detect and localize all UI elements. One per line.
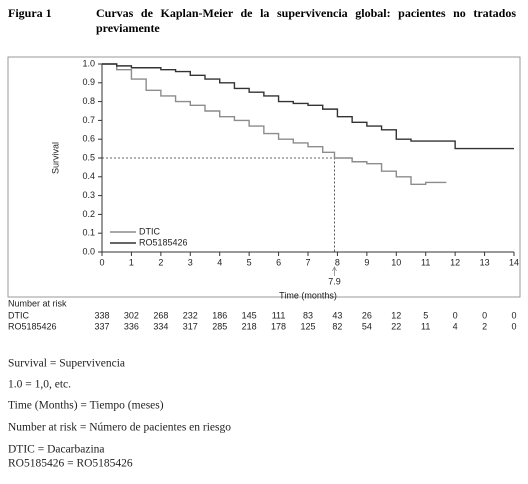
- risk-count: 336: [124, 321, 139, 331]
- median-label: 7.9: [328, 276, 341, 286]
- note: DTIC = Dacarbazina: [8, 444, 105, 456]
- risk-count: 334: [153, 321, 168, 331]
- y-tick-label: 0.5: [82, 152, 95, 162]
- risk-count: 145: [242, 310, 257, 320]
- x-tick-label: 5: [247, 257, 252, 267]
- note: Number at risk = Número de pacientes en …: [8, 422, 231, 434]
- risk-count: 111: [272, 310, 286, 320]
- figure-title: Curvas de Kaplan-Meier de la supervivenc…: [96, 6, 516, 35]
- risk-count: 302: [124, 310, 139, 320]
- risk-count: 26: [362, 310, 372, 320]
- risk-count: 125: [300, 321, 315, 331]
- risk-count: 83: [303, 310, 313, 320]
- note: 1.0 = 1,0, etc.: [8, 379, 71, 391]
- y-tick-label: 0.8: [82, 96, 95, 106]
- risk-count: 317: [183, 321, 198, 331]
- x-tick-label: 7: [305, 257, 310, 267]
- risk-count: 186: [212, 310, 227, 320]
- risk-row-label: DTIC: [8, 310, 29, 320]
- y-tick-label: 0.3: [82, 190, 95, 200]
- x-tick-label: 8: [335, 257, 340, 267]
- x-tick-label: 4: [217, 257, 222, 267]
- x-tick-label: 14: [509, 257, 519, 267]
- risk-count: 0: [453, 310, 458, 320]
- risk-count: 218: [242, 321, 257, 331]
- x-tick-label: 10: [391, 257, 401, 267]
- chart-frame: [7, 56, 521, 298]
- note: Time (Months) = Tiempo (meses): [8, 400, 164, 412]
- median-reference: [102, 157, 335, 252]
- x-tick-label: 3: [188, 257, 193, 267]
- x-tick-label: 6: [276, 257, 281, 267]
- y-tick-label: 0.7: [82, 115, 95, 125]
- survival-curve: [102, 63, 514, 150]
- note: Survival = Supervivencia: [8, 358, 125, 370]
- y-tick-label: 0.2: [82, 209, 95, 219]
- risk-count: 0: [511, 310, 516, 320]
- risk-count: 0: [482, 310, 487, 320]
- y-tick-label: 0.9: [82, 77, 95, 87]
- risk-count: 232: [183, 310, 198, 320]
- y-tick-label: 0.0: [82, 246, 95, 256]
- survival-curve: [102, 63, 447, 186]
- x-tick-label: 12: [450, 257, 460, 267]
- risk-row-label: RO5185426: [8, 321, 57, 331]
- risk-table-title: Number at risk: [8, 298, 67, 308]
- note: RO5185426 = RO5185426: [8, 458, 133, 470]
- x-tick-label: 13: [480, 257, 490, 267]
- legend-label: RO5185426: [139, 237, 188, 247]
- median-arrowhead: [332, 266, 337, 272]
- figure-number: Figura 1: [8, 6, 52, 20]
- x-axis-label: Time (months): [279, 290, 337, 300]
- risk-count: 54: [362, 321, 372, 331]
- risk-count: 5: [423, 310, 428, 320]
- x-tick-label: 0: [99, 257, 104, 267]
- risk-count: 268: [153, 310, 168, 320]
- y-tick-label: 0.6: [82, 134, 95, 144]
- risk-count: 178: [271, 321, 286, 331]
- risk-count: 12: [391, 310, 401, 320]
- x-tick-label: 9: [364, 257, 369, 267]
- legend-label: DTIC: [139, 226, 160, 236]
- y-axis-label: Survival: [50, 142, 60, 174]
- x-tick-label: 1: [129, 257, 134, 267]
- risk-count: 43: [332, 310, 342, 320]
- x-tick-label: 2: [158, 257, 163, 267]
- risk-count: 338: [94, 310, 109, 320]
- risk-count: 82: [332, 321, 342, 331]
- risk-count: 11: [421, 321, 430, 331]
- y-tick-label: 1.0: [82, 58, 95, 68]
- risk-count: 22: [391, 321, 401, 331]
- y-tick-label: 0.4: [82, 171, 95, 181]
- y-tick-label: 0.1: [82, 228, 95, 238]
- x-tick-label: 11: [421, 257, 430, 267]
- risk-count: 337: [94, 321, 109, 331]
- risk-count: 4: [453, 321, 458, 331]
- risk-count: 2: [482, 321, 487, 331]
- risk-count: 285: [212, 321, 227, 331]
- risk-count: 0: [511, 321, 516, 331]
